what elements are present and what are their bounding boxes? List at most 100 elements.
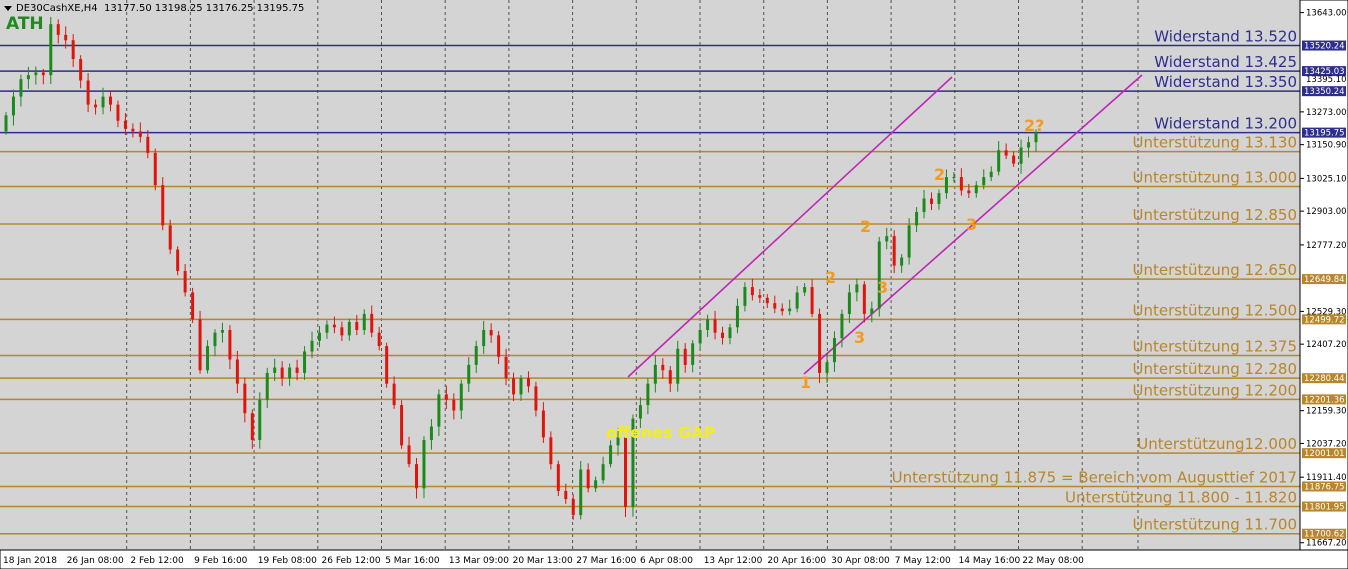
candle-body — [280, 367, 284, 379]
candle-body — [303, 351, 307, 373]
candle-body — [1004, 150, 1008, 156]
candle-body — [123, 120, 127, 129]
candle-body — [213, 332, 217, 347]
wave-annotation: 1 — [800, 373, 811, 392]
candle-body — [422, 440, 426, 489]
candle-body — [840, 313, 844, 339]
symbol-name: DE30CashXE,H4 — [16, 3, 98, 14]
channel-upper-line — [627, 76, 953, 378]
date-label: 30 Apr 08:00 — [831, 556, 890, 566]
candle-body — [4, 115, 8, 132]
candle-body — [437, 394, 441, 427]
candle-body — [780, 308, 784, 312]
candle-body — [489, 330, 493, 336]
price-tick-label: 12903.00 — [1306, 207, 1347, 217]
candle-body — [198, 319, 202, 371]
candle-body — [497, 335, 501, 357]
date-label: 7 May 12:00 — [895, 556, 951, 566]
wave-annotation: 3 — [877, 278, 888, 297]
candle-body — [101, 96, 105, 108]
candle-body — [803, 287, 807, 293]
candle-body — [11, 96, 15, 116]
candle-body — [847, 292, 851, 314]
price-tick-label: 11911.40 — [1306, 473, 1347, 483]
candle-body — [1027, 142, 1031, 148]
level-label: Unterstützung 13.130 — [1132, 134, 1297, 152]
candle-body — [631, 418, 635, 508]
candle-body — [34, 72, 38, 76]
date-label: 18 Jan 2018 — [3, 556, 57, 566]
candle-body — [71, 40, 75, 60]
candle-body — [64, 34, 68, 41]
candle-body — [265, 372, 269, 400]
candle-body — [855, 284, 859, 293]
date-label: 26 Jan 08:00 — [67, 556, 124, 566]
candle-body — [235, 359, 239, 384]
candle-body — [713, 319, 717, 333]
candle-body — [728, 327, 732, 339]
price-tag — [1302, 314, 1346, 325]
candle-body — [504, 356, 508, 379]
ohlc-values: 13177.50 13198.25 13176.25 13195.75 — [104, 3, 305, 14]
date-label: 19 Feb 08:00 — [258, 556, 317, 566]
level-label: Widerstand 13.350 — [1154, 73, 1297, 91]
wave-annotation: offenes GAP — [606, 423, 716, 442]
trend-channel — [627, 74, 1143, 378]
price-tag-label: 12201.36 — [1304, 395, 1345, 405]
price-tag — [1302, 66, 1346, 77]
level-label: Unterstützung 12.500 — [1132, 301, 1297, 319]
candle-body — [392, 383, 396, 406]
candle-body — [765, 297, 769, 304]
candle-body — [1019, 147, 1023, 164]
price-tag — [1302, 127, 1346, 138]
candle-body — [176, 249, 180, 271]
candle-body — [571, 499, 575, 516]
candle-body — [94, 104, 98, 108]
candle-body — [474, 346, 478, 365]
price-axis-labels: 13643.00 13273.00 13150.90 13025.10 12903.00… — [1300, 9, 1347, 549]
level-label: Unterstützung 11.800 - 11.820 — [1065, 489, 1297, 507]
time-axis-labels: 18 Jan 2018 26 Jan 08:00 2 Feb 12:00 9 Feb … — [3, 556, 1084, 566]
date-label: 14 May 16:00 — [959, 556, 1021, 566]
candle-body — [974, 185, 978, 194]
candle-body — [698, 330, 702, 344]
candle-body — [982, 177, 986, 186]
candle-body — [153, 152, 157, 186]
level-label: Unterstützung 12.200 — [1132, 381, 1297, 399]
date-label: 5 Mar 16:00 — [385, 556, 440, 566]
candle-body — [482, 330, 486, 347]
candle-body — [295, 367, 299, 373]
candle-body — [138, 131, 142, 137]
price-tag-label: 12280.44 — [1304, 374, 1345, 384]
level-label: Unterstützung 11.700 — [1132, 516, 1297, 534]
price-tag — [1302, 528, 1346, 539]
candle-body — [721, 332, 725, 339]
price-tag-label: 11876.75 — [1304, 482, 1345, 492]
date-label: 22 May 08:00 — [1022, 556, 1084, 566]
level-label: Unterstützung 12.375 — [1132, 337, 1297, 355]
candle-body — [653, 364, 657, 384]
price-tick-label: 13025.10 — [1306, 174, 1347, 184]
candle-body — [220, 330, 224, 333]
candle-body — [691, 343, 695, 365]
candle-body — [646, 383, 650, 406]
candle-body — [370, 313, 374, 333]
candle-body — [967, 190, 971, 194]
candle-body — [512, 378, 516, 395]
price-tag-label: 13520.24 — [1304, 42, 1345, 52]
candle-body — [1034, 132, 1038, 143]
candle-body — [288, 367, 292, 379]
level-label: Widerstand 13.425 — [1154, 53, 1297, 71]
price-tag-label: 11700.62 — [1304, 530, 1345, 540]
candles — [4, 16, 1038, 520]
candle-body — [56, 24, 60, 35]
candle-body — [429, 426, 433, 440]
ath-label: ATH — [6, 14, 44, 34]
candle-body — [877, 241, 881, 309]
candle-body — [243, 383, 247, 414]
candle-body — [586, 469, 590, 489]
date-label: 13 Apr 12:00 — [704, 556, 763, 566]
collapse-triangle-icon[interactable] — [4, 5, 12, 11]
candle-body — [638, 405, 642, 419]
